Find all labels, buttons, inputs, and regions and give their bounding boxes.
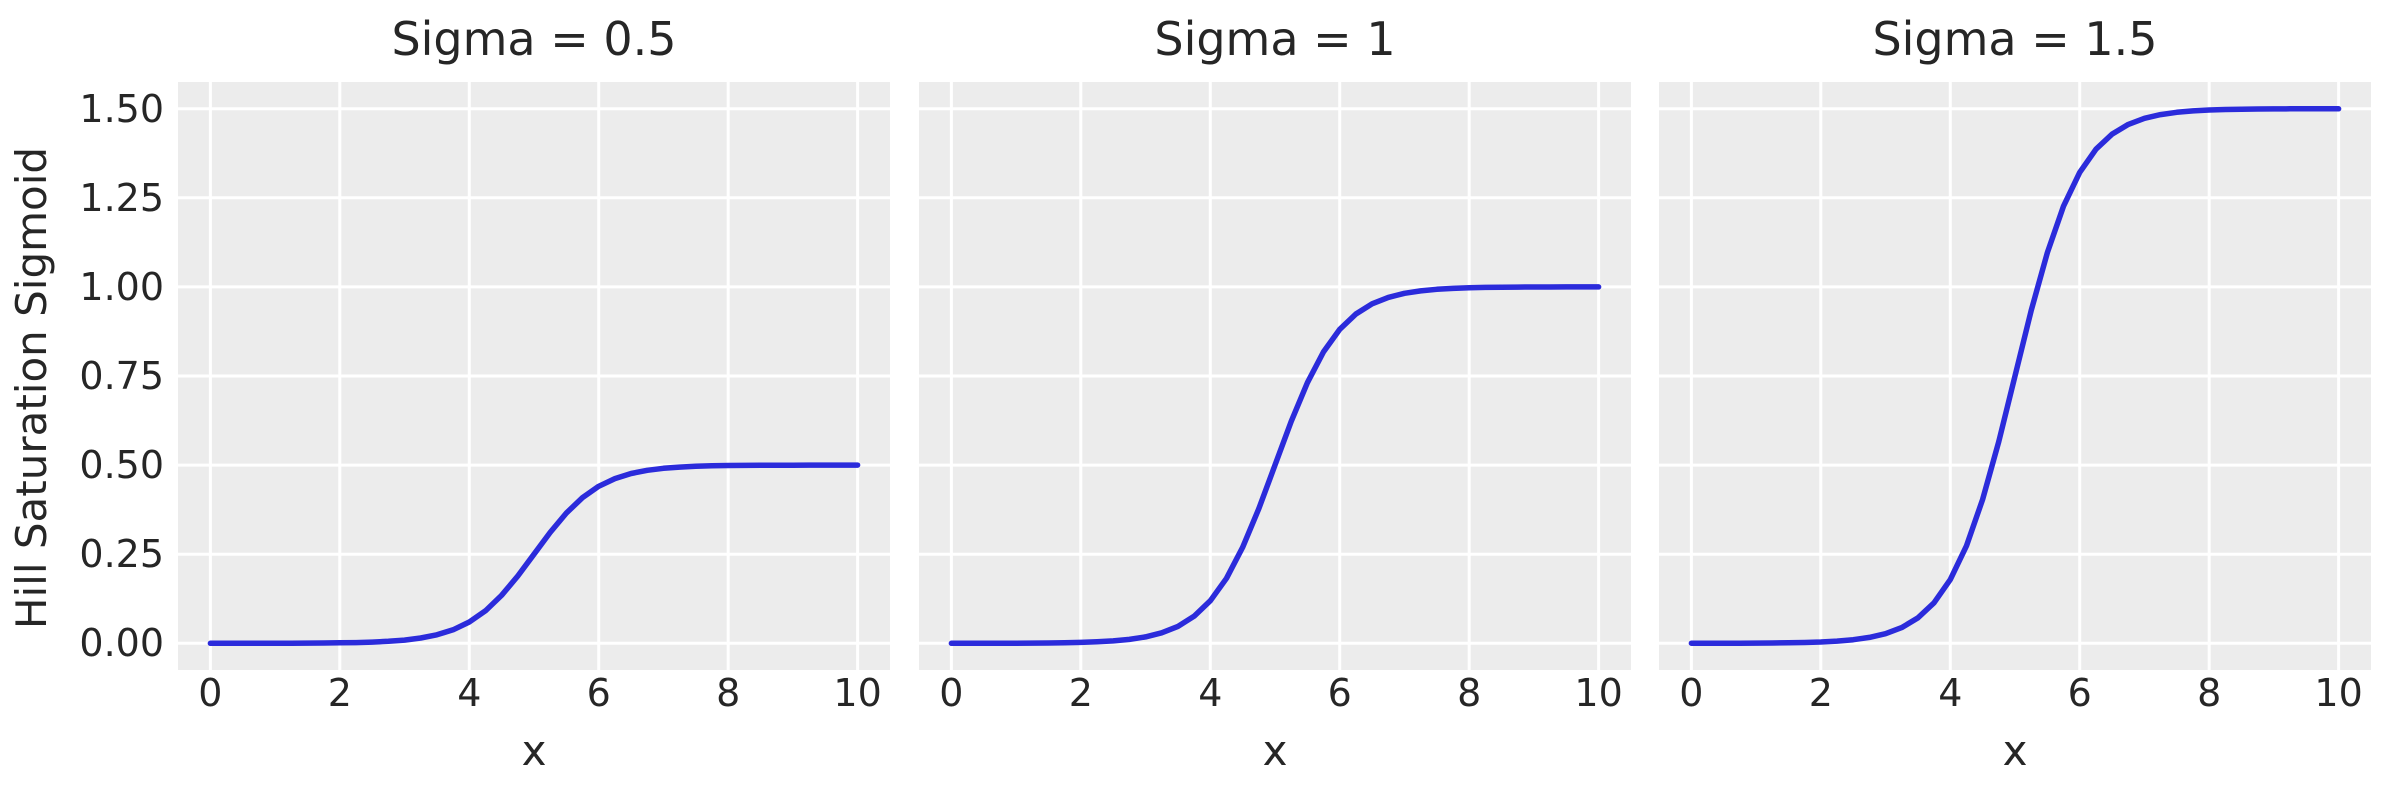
x-tick-label: 8	[2197, 671, 2222, 715]
x-tick-label: 10	[2314, 671, 2363, 715]
y-tick-label: 0.00	[79, 621, 164, 666]
series-line-hill-sigmoid-sigma-0.5	[207, 462, 861, 647]
x-tick-label: 4	[1938, 671, 1963, 715]
x-tick-label: 2	[1068, 671, 1093, 715]
y-tick-label: 1.25	[79, 175, 164, 220]
subplot-sigma-0.5: Sigma = 0.5 x 0 2 4 6 8 10	[178, 14, 890, 772]
x-axis-label: x	[2002, 726, 2028, 775]
y-tick-labels: 0.00 0.25 0.50 0.75 1.00 1.25 1.50	[0, 82, 164, 670]
x-tick-label: 2	[327, 671, 352, 715]
x-tick-label: 2	[1808, 671, 1833, 715]
plot-title: Sigma = 1	[1154, 12, 1396, 66]
y-tick-label: 1.00	[79, 264, 164, 309]
x-tick-label: 10	[1574, 671, 1623, 715]
subplot-sigma-1.5: Sigma = 1.5 x 0 2 4 6 8 10	[1659, 14, 2371, 772]
plot-title: Sigma = 1.5	[1872, 12, 2158, 66]
x-axis-label: x	[521, 726, 547, 775]
plot-area	[178, 82, 890, 670]
plot-title: Sigma = 0.5	[391, 12, 677, 66]
x-tick-label: 6	[586, 671, 611, 715]
series-line-hill-sigmoid-sigma-1	[948, 284, 1602, 647]
y-tick-label: 1.50	[79, 86, 164, 131]
x-tick-label: 0	[939, 671, 964, 715]
x-tick-label: 8	[716, 671, 741, 715]
y-tick-label: 0.25	[79, 532, 164, 577]
y-tick-label: 0.75	[79, 354, 164, 398]
subplot-sigma-1: Sigma = 1 x 0 2 4 6 8 10	[919, 14, 1631, 772]
plot-area	[919, 82, 1631, 670]
x-tick-label: 6	[2067, 671, 2092, 715]
y-tick-label: 0.50	[79, 443, 164, 488]
x-tick-label: 0	[198, 671, 223, 715]
x-tick-label: 0	[1679, 671, 1704, 715]
x-tick-label: 10	[833, 671, 882, 715]
x-tick-label: 8	[1457, 671, 1482, 715]
x-tick-label: 4	[1198, 671, 1223, 715]
series-line-hill-sigmoid-sigma-1.5	[1688, 106, 2342, 646]
x-axis-label: x	[1262, 726, 1288, 775]
plot-area	[1659, 82, 2371, 670]
x-tick-label: 6	[1327, 671, 1352, 715]
x-tick-label: 4	[457, 671, 482, 715]
